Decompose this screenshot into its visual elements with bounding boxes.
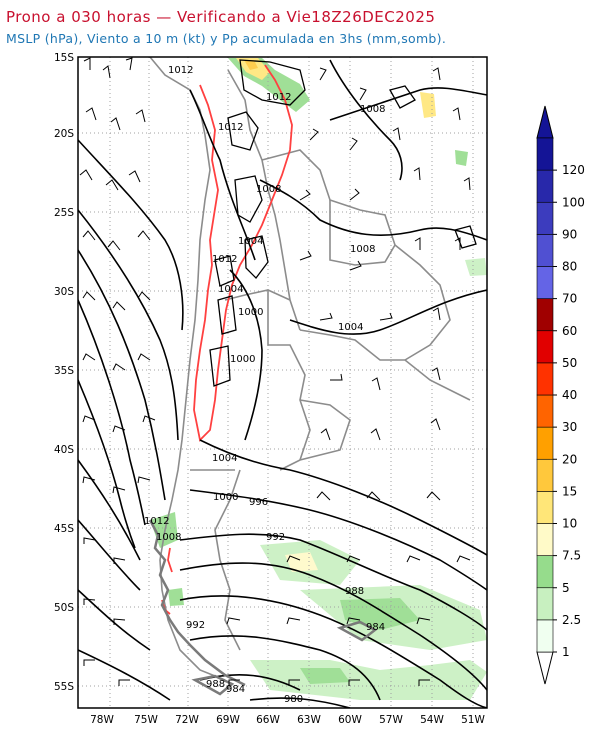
colorbar-label: 15 [562, 484, 577, 498]
colorbar-segment [536, 298, 554, 332]
isobar-label: 1008 [256, 184, 281, 195]
colorbar-label: 50 [562, 356, 577, 370]
colorbar-label: 120 [562, 163, 585, 177]
isobar-label: 980 [284, 694, 303, 705]
lat-label: 45S [54, 523, 74, 535]
map-subtitle: MSLP (hPa), Viento a 10 m (kt) y Pp acum… [6, 31, 447, 46]
isobar-label: 1000 [213, 492, 238, 503]
isobar-label: 1000 [238, 307, 263, 318]
lat-label: 35S [54, 365, 74, 377]
colorbar-label: 100 [562, 195, 585, 209]
colorbar-label: 30 [562, 420, 577, 434]
colorbar-segment [536, 266, 554, 299]
lon-label: 75W [134, 714, 158, 726]
lat-label: 20S [54, 128, 74, 140]
colorbar-label: 90 [562, 227, 577, 241]
colorbar-segment [536, 458, 554, 492]
lat-label: 25S [54, 207, 74, 219]
colorbar-segment [536, 587, 554, 621]
isobar-label: 1004 [212, 453, 237, 464]
colorbar-segment [536, 137, 554, 171]
precipitation-colorbar: 1 2.5 5 7.5 10 15 20 30 40 50 60 70 80 90 100 120 [536, 105, 585, 685]
colorbar-segment [536, 234, 554, 267]
colorbar-label: 80 [562, 260, 577, 274]
colorbar-label: 1 [562, 645, 570, 659]
colorbar-label: 40 [562, 388, 577, 402]
lat-label: 30S [54, 286, 74, 298]
isobar-label: 1000 [230, 354, 255, 365]
map-title: Prono a 030 horas — Verificando a Vie18Z… [6, 8, 436, 26]
lon-label: 63W [297, 714, 321, 726]
isobar-label: 1012 [266, 92, 291, 103]
colorbar-segment [536, 330, 554, 364]
lat-label: 55S [54, 681, 74, 693]
lat-label: 50S [54, 602, 74, 614]
isobar-label: 1004 [238, 236, 263, 247]
isobar-label: 996 [249, 497, 268, 508]
map-panel: 1012 1012 1008 1012 1008 1004 1012 1008 … [54, 52, 488, 726]
lon-label: 57W [379, 714, 403, 726]
isobar-label: 1008 [156, 532, 181, 543]
colorbar-label: 5 [562, 581, 570, 595]
colorbar-top-arrow [536, 105, 554, 139]
lon-label: 60W [338, 714, 362, 726]
isobar-label: 992 [186, 620, 205, 631]
colorbar-bottom-arrow [536, 651, 554, 685]
isobar-label: 1012 [212, 254, 237, 265]
colorbar-segment [536, 169, 554, 203]
lon-label: 66W [256, 714, 280, 726]
longitude-axis: 78W 75W 72W 69W 66W 63W 60W 57W 54W 51W [90, 714, 485, 726]
colorbar-segment [536, 426, 554, 460]
lat-label: 40S [54, 444, 74, 456]
isobar-label: 988 [206, 679, 225, 690]
graticule [78, 57, 487, 708]
isobars [78, 59, 487, 708]
isobar-label: 1004 [218, 284, 243, 295]
isobar-label: 1008 [350, 244, 375, 255]
colorbar-segment [536, 362, 554, 396]
lon-label: 54W [420, 714, 444, 726]
colorbar-segment [536, 555, 554, 589]
isobar-labels: 1012 1012 1008 1012 1008 1004 1012 1008 … [144, 65, 385, 705]
colorbar-label: 60 [562, 324, 577, 338]
isobar-label: 1012 [168, 65, 193, 76]
latitude-axis: 15S 20S 25S 30S 35S 40S 45S 50S 55S [54, 52, 74, 693]
lat-label: 15S [54, 52, 74, 64]
isobar-label: 1008 [360, 104, 385, 115]
lon-label: 69W [216, 714, 240, 726]
wind-barbs [79, 57, 471, 686]
colorbar-label: 70 [562, 292, 577, 306]
isobar-label: 1012 [218, 122, 243, 133]
colorbar-segment [536, 619, 554, 653]
lon-label: 78W [90, 714, 114, 726]
isobar-label: 988 [345, 586, 364, 597]
map-frame [77, 56, 488, 709]
coastline-detail [148, 519, 378, 696]
isobar-label: 984 [226, 684, 245, 695]
isobar-label: 992 [266, 532, 285, 543]
isobar-label: 1012 [144, 516, 169, 527]
lon-label: 51W [461, 714, 485, 726]
lon-label: 72W [175, 714, 199, 726]
colorbar-label: 20 [562, 452, 577, 466]
colorbar-label: 2.5 [562, 613, 581, 627]
colorbar-label: 7.5 [562, 549, 581, 563]
colorbar-segment [536, 523, 554, 556]
colorbar-segment [536, 491, 554, 524]
isobar-label: 984 [366, 622, 385, 633]
colorbar-segment [536, 394, 554, 428]
isobar-label: 1004 [338, 322, 363, 333]
colorbar-segment [536, 201, 554, 235]
colorbar-label: 10 [562, 517, 577, 531]
